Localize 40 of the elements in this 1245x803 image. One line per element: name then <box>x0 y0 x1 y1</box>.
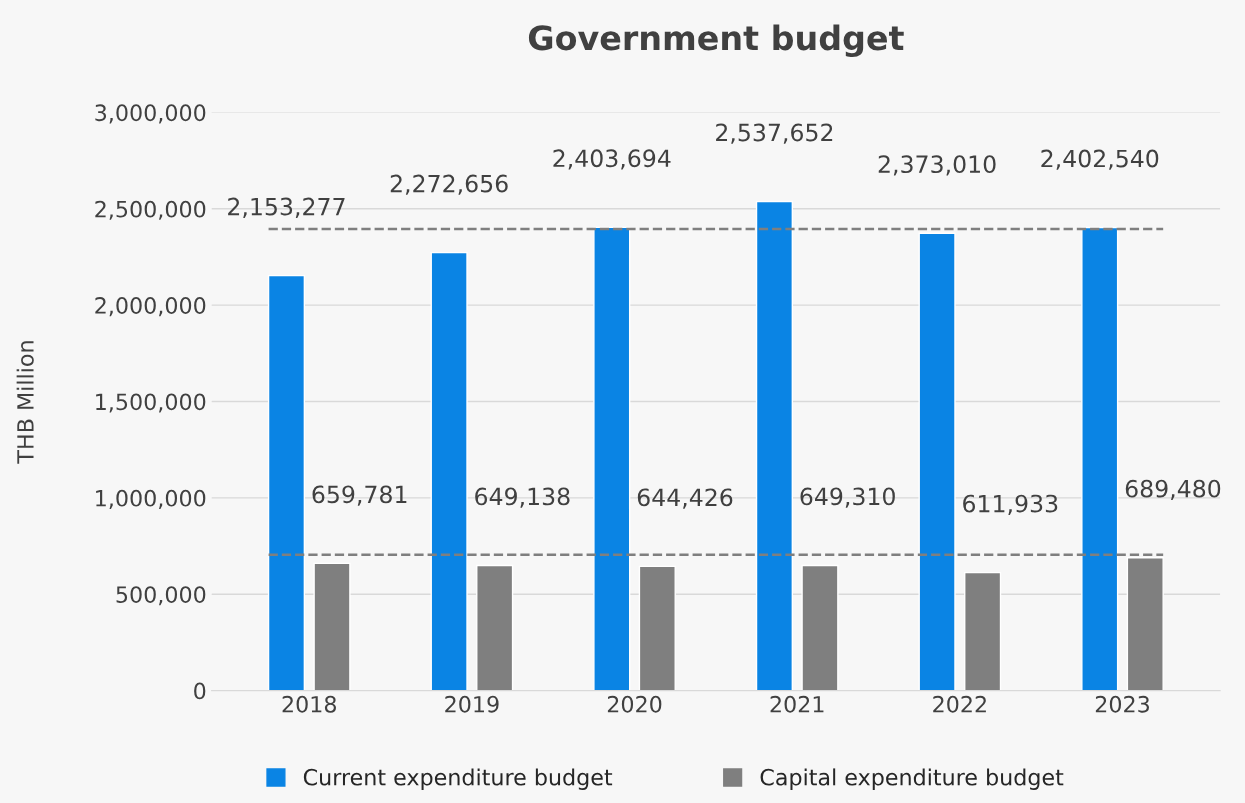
x-tick-label: 2019 <box>445 695 499 713</box>
bar <box>638 565 676 691</box>
y-tick-label: 2,000,000 <box>95 297 206 317</box>
y-tick-label: 0 <box>194 682 206 700</box>
y-tick-label: 500,000 <box>116 586 206 606</box>
data-label: 689,480 <box>1125 479 1221 500</box>
legend-label: Capital expenditure budget <box>760 768 1064 790</box>
data-label: 649,138 <box>475 487 570 508</box>
data-label: 2,373,010 <box>878 155 996 176</box>
bar <box>476 564 514 691</box>
bar <box>964 571 1002 691</box>
data-label: 659,781 <box>312 485 407 506</box>
data-label: 644,426 <box>637 488 733 509</box>
bar <box>1081 226 1119 691</box>
bar <box>755 200 794 691</box>
y-tick-label: 3,000,000 <box>95 104 206 124</box>
bar <box>918 232 956 691</box>
y-tick-label: 2,500,000 <box>95 200 206 220</box>
y-tick-label: 1,500,000 <box>96 393 206 413</box>
data-label: 2,403,694 <box>553 149 671 170</box>
data-label: 2,402,540 <box>1041 149 1159 170</box>
data-label: 2,272,656 <box>390 174 508 195</box>
data-label: 611,933 <box>963 494 1058 515</box>
x-tick-label: 2018 <box>282 695 336 713</box>
data-label: 2,153,277 <box>228 197 345 218</box>
x-tick-label: 2022 <box>933 695 986 713</box>
legend-label: Current expenditure budget <box>303 768 613 790</box>
bar <box>267 274 306 691</box>
bar <box>593 226 631 691</box>
y-tick-label: 1,000,000 <box>96 489 206 509</box>
x-tick-label: 2021 <box>770 695 824 713</box>
data-label: 649,310 <box>800 487 895 508</box>
x-tick-label: 2023 <box>1095 695 1149 713</box>
y-axis-title: THB Million <box>16 341 34 464</box>
x-tick-label: 2020 <box>607 695 662 713</box>
bar <box>313 562 351 691</box>
bar <box>430 251 468 691</box>
chart-title: Government budget <box>528 24 904 58</box>
data-label: 2,537,652 <box>716 123 833 144</box>
bar <box>801 564 839 691</box>
